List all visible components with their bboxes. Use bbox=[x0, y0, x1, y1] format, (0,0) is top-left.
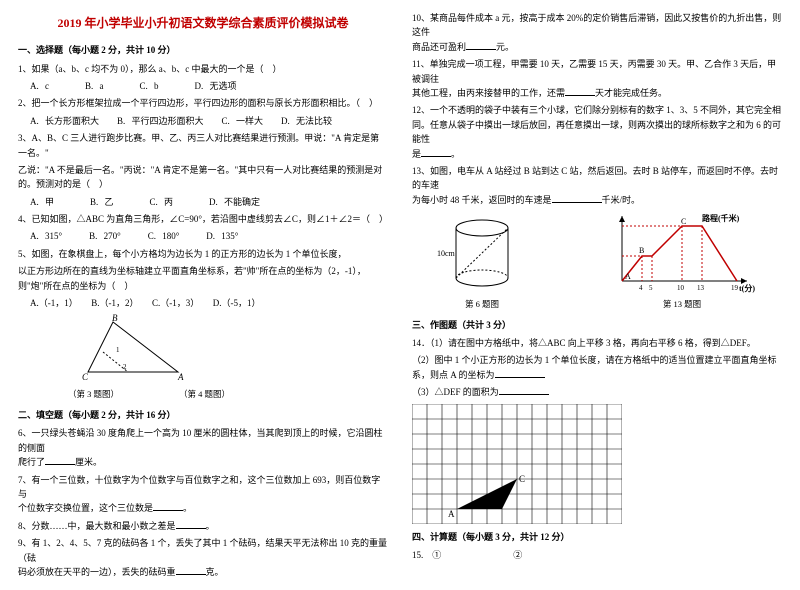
q10-blank bbox=[466, 41, 496, 50]
figure-row-q6-q13: 10cm 第 6 题图 A B bbox=[412, 211, 782, 312]
fig13-caption: 第 13 题图 bbox=[607, 298, 757, 312]
q5-line1: 5、如图，在象棋盘上，每个小方格均为边长为 1 的正方形的边长为 1 个单位长度… bbox=[18, 247, 388, 261]
q8-a: 8、分数……中，最大数和最小数之差是 bbox=[18, 521, 176, 531]
q3-options: A. 甲 B. 乙 C. 丙 D. 不能确定 bbox=[30, 195, 388, 209]
q14-2: （2）图中 1 个小正方形的边长为 1 个单位长度，请在方格纸中的适当位置建立平… bbox=[412, 353, 782, 382]
q1: 1、如果（a、b、c 均不为 0），那么 a、b、c 中最大的一个是（ ） bbox=[18, 62, 388, 76]
q14-2-blank bbox=[495, 369, 545, 378]
q11-b: 其他工程，由丙来接替甲的工作，还需 bbox=[412, 88, 565, 98]
q6-blank bbox=[45, 456, 75, 465]
fig4-caption: （第 4 题图） bbox=[179, 388, 230, 402]
q11: 11、单独完成一项工程，甲需要 10 天，乙需要 15 天，丙需要 30 天。甲… bbox=[412, 57, 782, 100]
svg-text:C: C bbox=[82, 372, 89, 382]
svg-text:19: 19 bbox=[731, 284, 739, 292]
q9: 9、有 1、2、4、5、7 克的砝码各 1 个，丢失了其中 1 个砝码，结果天平… bbox=[18, 536, 388, 579]
q7-b: 个位数字交换位置，这个三位数是 bbox=[18, 503, 153, 513]
svg-text:A: A bbox=[177, 372, 184, 382]
q6-b: 爬行了 bbox=[18, 457, 45, 467]
q15: 15. ① ② bbox=[412, 548, 782, 562]
q7: 7、有一个三位数，十位数字为个位数字与百位数字之和，这个三位数加上 693，则百… bbox=[18, 473, 388, 516]
right-column: 10、某商品每件成本 a 元，按高于成本 20%的定价销售后滞销，因此又按售价的… bbox=[412, 8, 782, 582]
q8-c: 。 bbox=[206, 521, 215, 531]
q12-b: 同。任意从袋子中摸出一球后放回，再任意摸出一球，则两次摸出的球所标数字之和为 6… bbox=[412, 120, 781, 144]
svg-text:13: 13 bbox=[697, 284, 705, 292]
q6: 6、一只绿头苍蝇沿 30 度角爬上一个高为 10 厘米的圆柱体，当其爬到顶上的时… bbox=[18, 426, 388, 469]
svg-text:4: 4 bbox=[639, 284, 643, 292]
q10-b: 商品还可盈利 bbox=[412, 42, 466, 52]
section-4-heading: 四、计算题（每小题 3 分，共计 12 分） bbox=[412, 530, 782, 544]
svg-text:A: A bbox=[625, 272, 631, 281]
q11-a: 11、单独完成一项工程，甲需要 10 天，乙需要 15 天，丙需要 30 天。甲… bbox=[412, 59, 776, 83]
q14-1: 14．（1）请在图中方格纸中，将△ABC 向上平移 3 格，再向右平移 6 格，… bbox=[412, 336, 782, 350]
q13-c: 千米/时。 bbox=[602, 195, 641, 205]
svg-text:B: B bbox=[112, 313, 118, 323]
svg-text:B: B bbox=[494, 511, 500, 521]
figure-triangle: B C A 1 2 bbox=[78, 312, 388, 382]
q12-a: 12、一个不透明的袋子中装有三个小球，它们除分别标有的数字 1、3、5 不同外，… bbox=[412, 105, 781, 115]
figure-grid: A B C bbox=[412, 404, 782, 524]
q13-blank bbox=[552, 194, 602, 203]
q6-c: 厘米。 bbox=[75, 457, 102, 467]
q3-line1: 3、A、B、C 三人进行跑步比赛。甲、乙、丙三人对比赛结果进行预测。甲说："A … bbox=[18, 131, 388, 160]
q10: 10、某商品每件成本 a 元，按高于成本 20%的定价销售后滞销，因此又按售价的… bbox=[412, 11, 782, 54]
left-column: 2019 年小学毕业小升初语文数学综合素质评价模拟试卷 一、选择题（每小题 2 … bbox=[18, 8, 388, 582]
q7-c: 。 bbox=[183, 503, 192, 513]
figure-cylinder: 10cm 第 6 题图 bbox=[437, 216, 527, 312]
q4-options: A. 315° B. 270° C. 180° D. 135° bbox=[30, 229, 388, 243]
q10-c: 元。 bbox=[496, 42, 514, 52]
q7-blank bbox=[153, 502, 183, 511]
exam-title: 2019 年小学毕业小升初语文数学综合素质评价模拟试卷 bbox=[18, 14, 388, 33]
q14-3: （3）△DEF 的面积为 bbox=[412, 385, 782, 399]
q11-blank bbox=[565, 87, 595, 96]
q9-a: 9、有 1、2、4、5、7 克的砝码各 1 个，丢失了其中 1 个砝码，结果天平… bbox=[18, 538, 387, 562]
figure-line-chart: A B C 4 5 10 13 19 t(分) 路程(千米) 第 13 题图 bbox=[607, 211, 757, 312]
q12-blank bbox=[421, 147, 451, 156]
q12-c: 是 bbox=[412, 149, 421, 159]
q10-a: 10、某商品每件成本 a 元，按高于成本 20%的定价销售后滞销，因此又按售价的… bbox=[412, 13, 781, 37]
q9-c: 克。 bbox=[206, 567, 224, 577]
q12-d: 。 bbox=[451, 149, 460, 159]
q6-a: 6、一只绿头苍蝇沿 30 度角爬上一个高为 10 厘米的圆柱体，当其爬到顶上的时… bbox=[18, 428, 383, 452]
svg-text:路程(千米): 路程(千米) bbox=[702, 213, 740, 223]
q5-line2: 以正方形边所在的直线为坐标轴建立平面直角坐标系，若"帅"所在点的坐标为（2，-1… bbox=[18, 264, 388, 293]
section-2-heading: 二、填空题（每小题 2 分，共计 16 分） bbox=[18, 408, 388, 422]
svg-text:t(分): t(分) bbox=[739, 283, 755, 293]
q8: 8、分数……中，最大数和最小数之差是 。 bbox=[18, 519, 388, 533]
q4: 4、已知如图，△ABC 为直角三角形，∠C=90°，若沿图中虚线剪去∠C，则∠1… bbox=[18, 212, 388, 226]
svg-text:C: C bbox=[681, 217, 686, 226]
svg-text:C: C bbox=[519, 474, 525, 484]
svg-text:1: 1 bbox=[116, 346, 120, 354]
svg-text:2: 2 bbox=[123, 363, 127, 371]
q5-options: A.（-1，1） B.（-1，2） C.（-1，3） D.（-5，1） bbox=[30, 296, 388, 310]
fig3-caption: （第 3 题图） bbox=[68, 388, 119, 402]
q11-c: 天才能完成任务。 bbox=[595, 88, 667, 98]
q2: 2、把一个长方形框架拉成一个平行四边形，平行四边形的面积与原长方形面积相比。（ … bbox=[18, 96, 388, 110]
svg-text:B: B bbox=[639, 246, 644, 255]
q7-a: 7、有一个三位数，十位数字为个位数字与百位数字之和，这个三位数加上 693，则百… bbox=[18, 475, 380, 499]
q2-options: A. 长方形面积大 B. 平行四边形面积大 C. 一样大 D. 无法比较 bbox=[30, 114, 388, 128]
q9-blank bbox=[176, 566, 206, 575]
section-1-heading: 一、选择题（每小题 2 分，共计 10 分） bbox=[18, 43, 388, 57]
q14-3-blank bbox=[499, 386, 549, 395]
q9-b: 码必须放在天平的一边），丢失的砝码重 bbox=[18, 567, 176, 577]
q13-b: 为每小时 48 千米，返回时的车速是 bbox=[412, 195, 552, 205]
q12: 12、一个不透明的袋子中装有三个小球，它们除分别标有的数字 1、3、5 不同外，… bbox=[412, 103, 782, 161]
svg-text:5: 5 bbox=[649, 284, 653, 292]
exam-page: 2019 年小学毕业小升初语文数学综合素质评价模拟试卷 一、选择题（每小题 2 … bbox=[0, 0, 800, 590]
q13-a: 13、如图，电车从 A 站经过 B 站到达 C 站，然后返回。去时 B 站停车，… bbox=[412, 166, 778, 190]
q13: 13、如图，电车从 A 站经过 B 站到达 C 站，然后返回。去时 B 站停车，… bbox=[412, 164, 782, 207]
q3-line2: 乙说："A 不是最后一名。"丙说："A 肯定不是第一名。"其中只有一人对比赛结果… bbox=[18, 163, 388, 192]
svg-text:10cm: 10cm bbox=[437, 249, 456, 258]
fig6-caption: 第 6 题图 bbox=[437, 298, 527, 312]
q1-options: A. c B. a C. b D. 无选项 bbox=[30, 79, 388, 93]
section-3-heading: 三、作图题（共计 3 分） bbox=[412, 318, 782, 332]
svg-text:10: 10 bbox=[677, 284, 685, 292]
q8-blank bbox=[176, 520, 206, 529]
svg-text:A: A bbox=[448, 509, 455, 519]
